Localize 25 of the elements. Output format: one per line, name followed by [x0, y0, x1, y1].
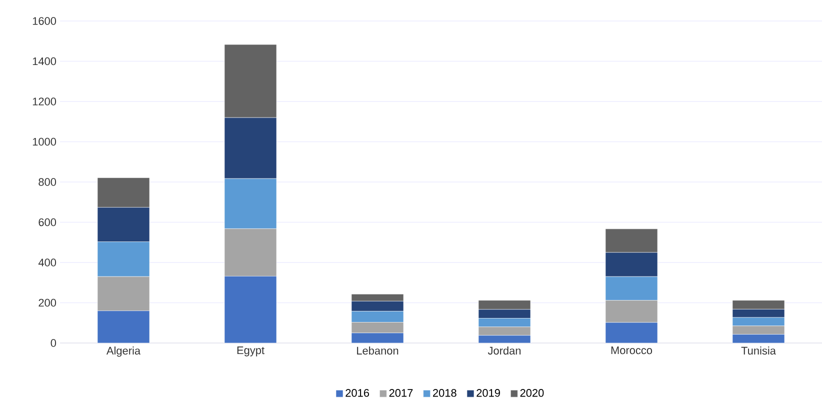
bar: [732, 334, 785, 343]
y-tick-label: 800: [38, 178, 56, 186]
legend-label: 2018: [433, 389, 456, 397]
bar: [97, 310, 150, 343]
x-tick-label: Algeria: [106, 346, 141, 357]
x-tick-label: Tunisia: [741, 346, 776, 355]
x-tick-label: Jordan: [488, 346, 521, 355]
y-tick-label: 1000: [32, 138, 56, 146]
bar: [478, 335, 531, 343]
legend-label: 2016: [346, 389, 370, 397]
bar: [224, 276, 277, 343]
legend-label: 2019: [476, 389, 500, 397]
y-tick-label: 1200: [32, 98, 56, 106]
x-tick-label: Egypt: [237, 346, 264, 356]
legend-label: 2020: [520, 389, 544, 397]
y-tick-label: 1600: [32, 17, 56, 25]
x-tick-label: Morocco: [611, 346, 652, 354]
x-tick-label: Lebanon: [357, 346, 398, 355]
y-tick-label: 600: [38, 218, 56, 226]
y-tick-label: 0: [50, 339, 56, 347]
legend-label: 2017: [389, 389, 413, 397]
y-tick-label: 400: [38, 258, 56, 266]
bar: [605, 322, 658, 343]
y-tick-label: 1400: [32, 57, 56, 66]
y-tick-label: 200: [38, 298, 56, 307]
